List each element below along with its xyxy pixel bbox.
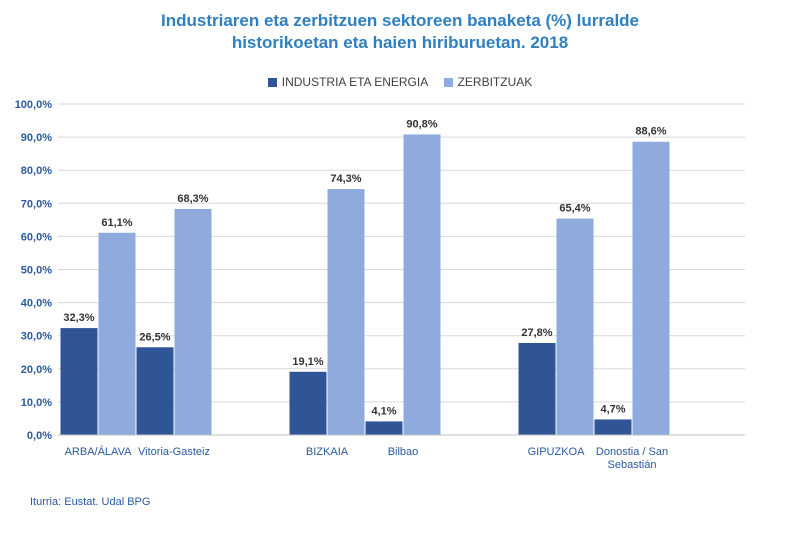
- y-tick-label: 100,0%: [15, 99, 53, 111]
- data-label: 61,1%: [101, 217, 132, 229]
- legend-item-zerbitzuak: ZERBITZUAK: [443, 75, 533, 89]
- bar: [60, 328, 98, 435]
- legend-label-zerbitzuak: ZERBITZUAK: [457, 75, 533, 89]
- data-label: 4,1%: [371, 405, 396, 417]
- y-tick-label: 20,0%: [21, 364, 52, 376]
- legend-item-industria: INDUSTRIA ETA ENERGIA: [267, 75, 429, 89]
- chart-legend: INDUSTRIA ETA ENERGIA ZERBITZUAK: [0, 75, 800, 90]
- y-tick-label: 10,0%: [21, 397, 52, 409]
- data-label: 32,3%: [63, 312, 94, 324]
- data-label: 68,3%: [177, 193, 208, 205]
- x-tick-label: BIZKAIA: [306, 446, 349, 458]
- x-tick-label: ARBA/ÁLAVA: [65, 445, 133, 458]
- y-tick-label: 0,0%: [27, 430, 52, 442]
- bar: [556, 218, 594, 435]
- data-label: 74,3%: [330, 173, 361, 185]
- y-tick-label: 70,0%: [21, 198, 52, 210]
- data-label: 19,1%: [292, 356, 323, 368]
- x-tick-label: Bilbao: [388, 446, 419, 458]
- bar: [327, 189, 365, 435]
- x-tick-label: Donostia / San: [596, 446, 668, 458]
- bar: [518, 342, 556, 435]
- data-label: 26,5%: [139, 331, 170, 343]
- x-tick-label: GIPUZKOA: [528, 446, 586, 458]
- bar: [98, 232, 136, 435]
- y-tick-label: 50,0%: [21, 265, 52, 277]
- bar: [594, 419, 632, 435]
- x-tick-label: Sebastián: [608, 459, 657, 471]
- chart-title: Industriaren eta zerbitzuen sektoreen ba…: [0, 10, 800, 54]
- legend-label-industria: INDUSTRIA ETA ENERGIA: [281, 75, 429, 89]
- chart-title-line-2: historikoetan eta haien hiriburuetan. 20…: [231, 33, 569, 52]
- legend-swatch-industria: [267, 77, 277, 87]
- data-label: 90,8%: [406, 118, 437, 130]
- bar: [632, 141, 670, 435]
- data-label: 88,6%: [635, 126, 666, 138]
- source-note: Iturria: Eustat. Udal BPG: [30, 496, 151, 508]
- data-label: 27,8%: [521, 327, 552, 339]
- y-tick-label: 30,0%: [21, 331, 52, 343]
- data-label: 65,4%: [559, 203, 590, 215]
- y-tick-label: 40,0%: [21, 298, 52, 310]
- y-tick-label: 60,0%: [21, 231, 52, 243]
- x-tick-label: Vitoria-Gasteiz: [138, 446, 210, 458]
- data-label: 4,7%: [600, 403, 625, 415]
- bar: [403, 134, 441, 435]
- bar: [365, 421, 403, 435]
- bar: [136, 347, 174, 435]
- y-tick-label: 90,0%: [21, 132, 52, 144]
- legend-swatch-zerbitzuak: [443, 77, 453, 87]
- y-tick-label: 80,0%: [21, 165, 52, 177]
- chart-title-line-1: Industriaren eta zerbitzuen sektoreen ba…: [160, 11, 640, 30]
- bar: [174, 208, 212, 435]
- bar: [289, 371, 327, 435]
